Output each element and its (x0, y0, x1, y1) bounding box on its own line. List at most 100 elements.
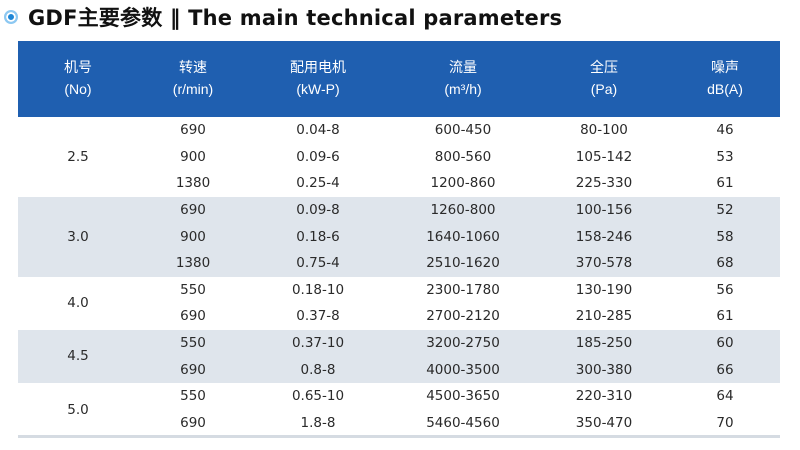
header-row: 机号 (No) 转速 (r/min) 配用电机 (kW-P) 流量 (m³/h)… (18, 41, 780, 117)
cell-flow: 4500-3650 (388, 382, 538, 410)
header-label: 机号 (64, 60, 92, 76)
cell-flow: 600-450 (388, 117, 538, 144)
table-row: 690 0.8-8 4000-3500 300-380 66 (18, 356, 780, 383)
cell-noise: 61 (670, 303, 780, 330)
table-row: 1380 0.25-4 1200-860 225-330 61 (18, 170, 780, 197)
cell-motor: 0.37-10 (248, 329, 388, 357)
cell-speed: 690 (138, 356, 248, 383)
table-row: 690 1.8-8 5460-4560 350-470 70 (18, 409, 780, 437)
header-noise: 噪声 dB(A) (670, 41, 780, 117)
table-row: 4.5 550 0.37-10 3200-2750 185-250 60 (18, 329, 780, 383)
cell-speed: 900 (138, 223, 248, 250)
header-label: 噪声 (711, 60, 739, 76)
cell-motor: 0.18-10 (248, 276, 388, 304)
cell-pressure: 225-330 (538, 170, 670, 197)
cell-flow: 3200-2750 (388, 329, 538, 357)
header-flow: 流量 (m³/h) (388, 41, 538, 117)
cell-flow: 4000-3500 (388, 356, 538, 383)
cell-speed: 900 (138, 143, 248, 171)
cell-motor: 0.75-4 (248, 249, 388, 277)
cell-motor: 1.8-8 (248, 409, 388, 437)
table-header: 机号 (No) 转速 (r/min) 配用电机 (kW-P) 流量 (m³/h)… (18, 41, 780, 117)
cell-flow: 5460-4560 (388, 409, 538, 437)
cell-speed: 1380 (138, 170, 248, 197)
header-no: 机号 (No) (18, 41, 138, 117)
cell-noise: 60 (670, 329, 780, 357)
header-pressure: 全压 (Pa) (538, 41, 670, 117)
cell-flow: 1640-1060 (388, 223, 538, 250)
cell-noise: 66 (670, 356, 780, 383)
cell-speed: 690 (138, 117, 248, 144)
table-bottom-divider (18, 435, 780, 438)
table-row: 900 0.09-6 800-560 105-142 53 (18, 143, 780, 171)
cell-noise: 61 (670, 170, 780, 197)
cell-flow: 2510-1620 (388, 249, 538, 277)
cell-motor: 0.09-8 (248, 196, 388, 224)
cell-noise: 68 (670, 249, 780, 277)
cell-flow: 2700-2120 (388, 303, 538, 330)
cell-speed: 690 (138, 303, 248, 330)
table-row: 3.0 690 0.09-8 1260-800 100-156 52 (18, 196, 780, 277)
cell-motor: 0.25-4 (248, 170, 388, 197)
parameters-table: 机号 (No) 转速 (r/min) 配用电机 (kW-P) 流量 (m³/h)… (18, 41, 780, 437)
header-unit: (kW-P) (296, 81, 340, 97)
cell-pressure: 158-246 (538, 223, 670, 250)
cell-motor: 0.04-8 (248, 117, 388, 144)
cell-pressure: 300-380 (538, 356, 670, 383)
cell-noise: 56 (670, 276, 780, 304)
header-motor: 配用电机 (kW-P) (248, 41, 388, 117)
header-unit: (Pa) (590, 81, 618, 97)
section-title: GDF主要参数 ‖ The main technical parameters (4, 2, 562, 32)
cell-pressure: 220-310 (538, 382, 670, 410)
cell-pressure: 185-250 (538, 329, 670, 357)
header-label: 配用电机 (290, 60, 346, 76)
cell-fan-no: 4.0 (18, 276, 138, 330)
header-label: 全压 (590, 60, 618, 76)
bullet-icon (4, 10, 18, 24)
cell-motor: 0.8-8 (248, 356, 388, 383)
cell-pressure: 130-190 (538, 276, 670, 304)
cell-speed: 550 (138, 382, 248, 410)
cell-fan-no: 5.0 (18, 382, 138, 437)
cell-pressure: 350-470 (538, 409, 670, 437)
cell-flow: 1200-860 (388, 170, 538, 197)
cell-noise: 70 (670, 409, 780, 437)
cell-motor: 0.65-10 (248, 382, 388, 410)
cell-pressure: 105-142 (538, 143, 670, 171)
header-unit: (No) (64, 81, 92, 97)
cell-pressure: 210-285 (538, 303, 670, 330)
table-row: 2.5 690 0.04-8 600-450 80-100 46 (18, 117, 780, 197)
cell-pressure: 80-100 (538, 117, 670, 144)
cell-noise: 64 (670, 382, 780, 410)
parameters-table-container: 机号 (No) 转速 (r/min) 配用电机 (kW-P) 流量 (m³/h)… (18, 41, 780, 437)
cell-noise: 53 (670, 143, 780, 171)
table-row: 1380 0.75-4 2510-1620 370-578 68 (18, 249, 780, 277)
header-unit: (r/min) (172, 81, 214, 97)
table-row: 4.0 550 0.18-10 2300-1780 130-190 56 (18, 276, 780, 330)
header-unit: (m³/h) (444, 81, 482, 97)
cell-speed: 1380 (138, 249, 248, 277)
header-label: 转速 (179, 60, 207, 76)
cell-fan-no: 2.5 (18, 117, 138, 197)
cell-flow: 800-560 (388, 143, 538, 171)
cell-motor: 0.37-8 (248, 303, 388, 330)
cell-noise: 58 (670, 223, 780, 250)
cell-noise: 52 (670, 196, 780, 224)
cell-flow: 1260-800 (388, 196, 538, 224)
cell-noise: 46 (670, 117, 780, 144)
page-title: GDF主要参数 ‖ The main technical parameters (28, 6, 563, 30)
table-row: 5.0 550 0.65-10 4500-3650 220-310 64 (18, 382, 780, 437)
table-row: 900 0.18-6 1640-1060 158-246 58 (18, 223, 780, 250)
table-body: 2.5 690 0.04-8 600-450 80-100 46 900 0.0… (18, 117, 780, 437)
header-label: 流量 (449, 60, 477, 76)
cell-speed: 690 (138, 196, 248, 224)
cell-pressure: 100-156 (538, 196, 670, 224)
cell-fan-no: 3.0 (18, 196, 138, 277)
cell-speed: 550 (138, 276, 248, 304)
header-speed: 转速 (r/min) (138, 41, 248, 117)
cell-motor: 0.18-6 (248, 223, 388, 250)
table-row: 690 0.37-8 2700-2120 210-285 61 (18, 303, 780, 330)
cell-speed: 550 (138, 329, 248, 357)
header-unit: dB(A) (707, 81, 743, 97)
cell-speed: 690 (138, 409, 248, 437)
